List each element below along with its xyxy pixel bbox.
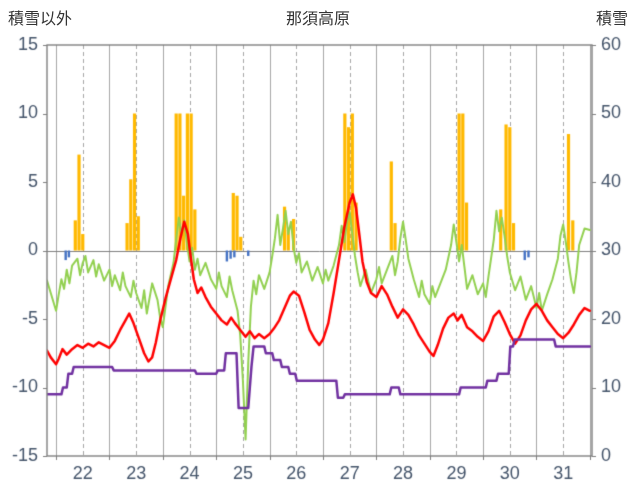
chart-title: 那須高原 [285,11,350,28]
right-axis-title: 積雪 [595,11,628,28]
left-axis-title: 積雪以外 [8,11,73,28]
